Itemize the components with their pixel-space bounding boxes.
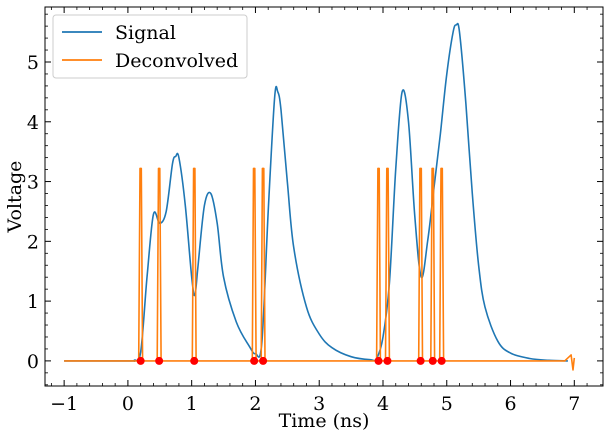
peak-marker [437, 356, 446, 365]
y-axis-label: Voltage [4, 161, 26, 234]
y-tick-label: 0 [27, 351, 39, 373]
x-tick-label: 4 [377, 393, 389, 415]
legend-box [52, 14, 248, 79]
x-tick-label: −1 [50, 393, 78, 415]
peak-marker [155, 356, 164, 365]
peak-marker [250, 356, 259, 365]
y-tick-label: 3 [27, 172, 39, 194]
y-tick-label: 1 [27, 291, 39, 313]
peak-marker [259, 356, 268, 365]
x-axis-label: Time (ns) [279, 410, 370, 432]
y-tick-label: 4 [27, 112, 39, 134]
x-tick-label: 1 [186, 393, 198, 415]
legend-label-deconvolved: Deconvolved [115, 50, 238, 72]
x-tick-label: 3 [313, 393, 325, 415]
x-tick-label: 0 [122, 393, 134, 415]
peak-marker [136, 356, 145, 365]
peak-marker [416, 356, 425, 365]
peak-marker [190, 356, 199, 365]
peak-marker [428, 356, 437, 365]
peak-marker [374, 356, 383, 365]
axes: −1 0 1 2 3 4 5 6 7 0 1 2 3 4 5 [27, 6, 604, 415]
x-tick-label: 2 [249, 393, 261, 415]
x-tick-label: 7 [568, 393, 580, 415]
x-tick-label: 6 [504, 393, 516, 415]
signal-line [64, 22, 568, 362]
legend-label-signal: Signal [115, 22, 176, 44]
x-tick-label: 5 [441, 393, 453, 415]
legend: Signal Deconvolved [52, 14, 248, 79]
plot-area [64, 22, 576, 371]
peak-marker [383, 356, 392, 365]
y-tick-label: 2 [27, 231, 39, 253]
plot-frame [44, 6, 604, 387]
y-tick-label: 5 [27, 52, 39, 74]
deconvolved-line [64, 167, 576, 371]
